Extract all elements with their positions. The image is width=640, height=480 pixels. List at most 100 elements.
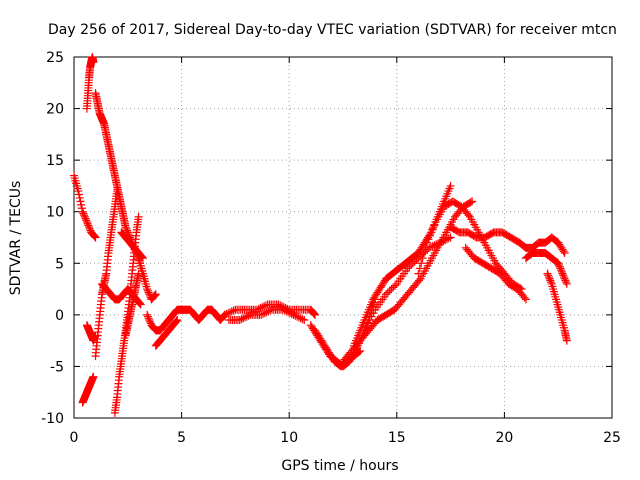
data-point bbox=[557, 267, 566, 276]
data-point bbox=[446, 181, 455, 190]
data-point bbox=[434, 239, 443, 248]
data-point bbox=[171, 317, 180, 326]
data-points bbox=[70, 53, 571, 417]
data-point bbox=[146, 317, 155, 326]
data-point bbox=[403, 264, 412, 273]
data-point bbox=[365, 316, 374, 325]
data-point bbox=[355, 347, 364, 356]
data-point bbox=[143, 286, 152, 295]
data-point bbox=[425, 231, 434, 240]
data-point bbox=[76, 197, 85, 206]
data-point bbox=[439, 236, 448, 245]
data-point bbox=[367, 312, 376, 321]
data-point bbox=[172, 316, 181, 325]
data-point bbox=[256, 303, 265, 312]
data-point bbox=[224, 309, 233, 318]
x-tick-label: 25 bbox=[603, 430, 621, 446]
data-point bbox=[135, 298, 144, 307]
data-point bbox=[309, 309, 318, 318]
data-point bbox=[311, 310, 320, 319]
data-point bbox=[430, 241, 439, 250]
data-point bbox=[143, 312, 152, 321]
data-point bbox=[79, 209, 88, 218]
data-point bbox=[82, 218, 91, 227]
data-point bbox=[252, 305, 261, 314]
data-point bbox=[546, 276, 555, 285]
data-point bbox=[85, 224, 94, 233]
data-point bbox=[74, 187, 83, 196]
x-tick-label: 15 bbox=[388, 430, 406, 446]
data-point bbox=[300, 316, 309, 325]
data-point bbox=[227, 307, 236, 316]
data-point bbox=[435, 238, 444, 247]
data-point bbox=[260, 309, 269, 318]
data-point bbox=[291, 311, 300, 320]
data-point bbox=[446, 233, 455, 242]
series-track-v bbox=[446, 223, 569, 257]
data-point bbox=[362, 322, 371, 331]
data-point bbox=[257, 310, 266, 319]
data-point bbox=[91, 233, 100, 242]
series-track-s bbox=[339, 197, 477, 366]
data-point bbox=[136, 300, 145, 309]
data-point bbox=[134, 212, 143, 221]
data-point bbox=[420, 248, 429, 257]
data-point bbox=[391, 281, 400, 290]
data-point bbox=[424, 235, 433, 244]
data-point bbox=[151, 290, 160, 299]
data-point bbox=[89, 58, 98, 67]
data-point bbox=[432, 240, 441, 249]
data-point bbox=[75, 193, 84, 202]
data-point bbox=[260, 302, 269, 311]
series-track-j bbox=[117, 228, 147, 263]
data-point bbox=[521, 295, 530, 304]
data-point bbox=[428, 242, 437, 251]
data-point bbox=[294, 313, 303, 322]
series-track-f bbox=[91, 187, 122, 361]
data-point bbox=[562, 336, 571, 345]
y-tick-label: 15 bbox=[46, 153, 64, 169]
data-point bbox=[85, 223, 94, 232]
data-point bbox=[81, 214, 90, 223]
data-point bbox=[266, 306, 275, 315]
chart-title: Day 256 of 2017, Sidereal Day-to-day VTE… bbox=[48, 22, 617, 38]
data-point bbox=[421, 243, 430, 252]
data-point bbox=[557, 266, 566, 275]
data-point bbox=[298, 315, 307, 324]
data-point bbox=[244, 311, 253, 320]
data-point bbox=[239, 314, 248, 323]
data-point bbox=[254, 304, 263, 313]
data-point bbox=[466, 198, 475, 207]
data-point bbox=[222, 309, 231, 318]
x-tick-label: 0 bbox=[70, 430, 79, 446]
data-point bbox=[80, 211, 89, 220]
data-point bbox=[285, 309, 294, 318]
data-point bbox=[441, 236, 450, 245]
data-point bbox=[554, 261, 563, 270]
series-track-k bbox=[134, 254, 160, 304]
data-point bbox=[145, 316, 154, 325]
series-track-a bbox=[70, 171, 100, 242]
data-point bbox=[75, 190, 84, 199]
data-point bbox=[229, 306, 238, 315]
data-point bbox=[144, 314, 153, 323]
data-point bbox=[428, 224, 437, 233]
data-point bbox=[544, 271, 553, 280]
data-point bbox=[123, 226, 132, 235]
series-track-l bbox=[143, 305, 229, 335]
data-point bbox=[543, 269, 552, 278]
x-tick-label: 5 bbox=[177, 430, 186, 446]
data-point bbox=[437, 237, 446, 246]
data-point bbox=[562, 278, 571, 287]
series-track-b bbox=[82, 53, 98, 113]
data-point bbox=[259, 309, 268, 318]
data-point bbox=[417, 259, 426, 268]
data-point bbox=[415, 264, 424, 273]
series-track-o bbox=[224, 305, 309, 325]
data-point bbox=[559, 247, 568, 256]
x-axis: 0 5 10 15 20 25 bbox=[70, 57, 621, 446]
y-axis-label: SDTVAR / TECUs bbox=[8, 181, 24, 296]
series-track-t bbox=[360, 233, 455, 335]
data-point bbox=[280, 306, 289, 315]
data-point bbox=[237, 315, 246, 324]
